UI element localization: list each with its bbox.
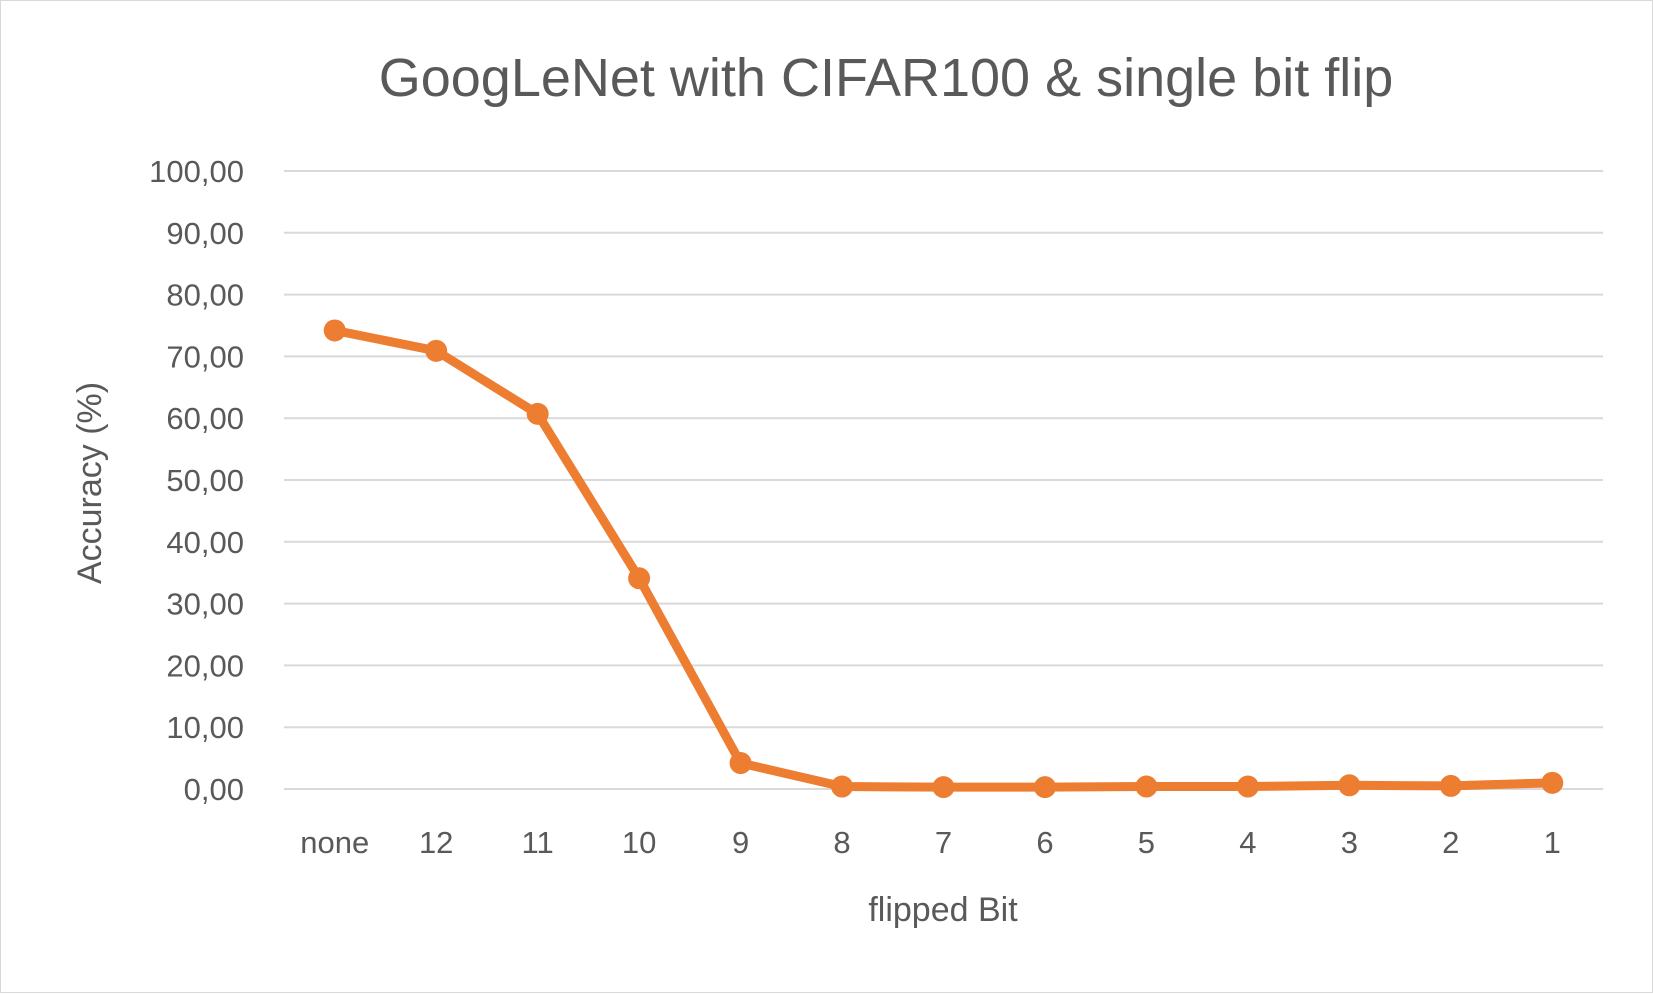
- x-tick-label: 12: [419, 825, 453, 860]
- data-point: [729, 752, 752, 775]
- data-point: [1338, 774, 1361, 797]
- x-tick-label: 11: [522, 825, 554, 860]
- y-tick-label: 70,00: [166, 339, 244, 374]
- x-tick-label: 5: [1138, 825, 1155, 860]
- x-tick-label: 10: [622, 825, 656, 860]
- x-tick-label: 6: [1036, 825, 1053, 860]
- y-tick-label: 20,00: [166, 648, 244, 683]
- data-point: [1541, 771, 1564, 794]
- data-point: [1236, 775, 1259, 798]
- y-tick-label: 10,00: [166, 710, 244, 745]
- y-tick-label: 50,00: [166, 463, 244, 498]
- y-axis-tick-labels: 0,00 10,00 20,00 30,00 40,00 50,00 60,00 70,00 8…: [149, 154, 244, 807]
- y-tick-label: 40,00: [166, 525, 244, 560]
- y-axis-title: Accuracy (%): [71, 382, 109, 584]
- x-tick-label: 1: [1544, 825, 1561, 860]
- x-tick-label: 3: [1341, 825, 1358, 860]
- y-tick-label: 80,00: [166, 278, 244, 313]
- y-tick-label: 90,00: [166, 216, 244, 251]
- x-axis-tick-labels: none 12 11 10 9 8 7 6 5 4 3 2 1: [300, 825, 1561, 860]
- x-tick-label: none: [300, 825, 369, 860]
- x-tick-label: 2: [1442, 825, 1459, 860]
- data-point: [932, 776, 955, 799]
- data-point: [831, 775, 854, 798]
- x-tick-label: 7: [935, 825, 952, 860]
- series-accuracy: [323, 319, 1564, 799]
- data-point: [1135, 775, 1158, 798]
- data-point: [425, 339, 448, 362]
- data-point: [628, 567, 651, 590]
- x-tick-label: 9: [732, 825, 749, 860]
- data-point: [1033, 776, 1056, 799]
- x-tick-label: 8: [833, 825, 850, 860]
- y-tick-label: 100,00: [149, 154, 244, 189]
- y-tick-label: 0,00: [184, 772, 244, 807]
- gridlines: [284, 170, 1603, 790]
- y-tick-label: 60,00: [166, 401, 244, 436]
- series-line: [330, 325, 1557, 792]
- x-axis-title: flipped Bit: [868, 891, 1018, 929]
- x-tick-label: 4: [1239, 825, 1256, 860]
- chart-title: GoogLeNet with CIFAR100 & single bit fli…: [379, 48, 1394, 108]
- data-point: [1439, 774, 1462, 797]
- y-tick-label: 30,00: [166, 587, 244, 622]
- data-point: [526, 402, 549, 425]
- data-point: [323, 319, 346, 342]
